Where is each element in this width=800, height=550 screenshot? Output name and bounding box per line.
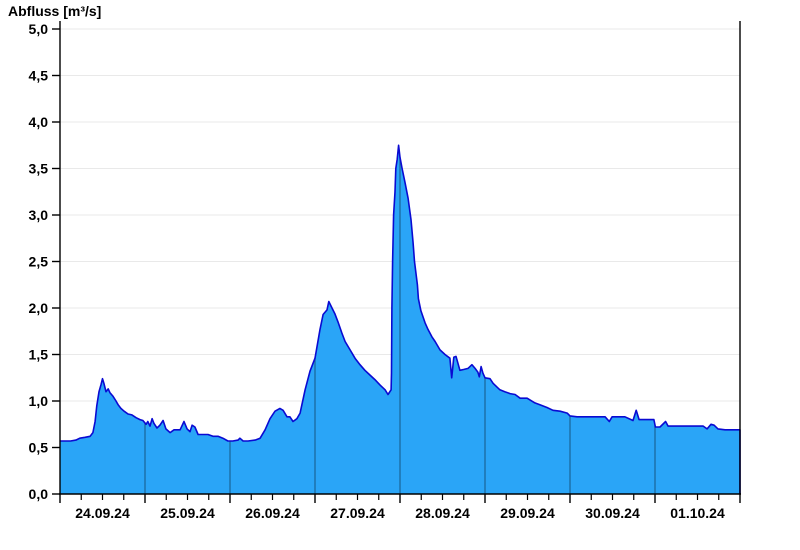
y-tick-label: 4,5 bbox=[29, 68, 49, 84]
y-tick-label: 0,0 bbox=[29, 486, 49, 502]
y-tick-label: 1,5 bbox=[29, 347, 49, 363]
x-tick-label: 01.10.24 bbox=[670, 505, 725, 521]
y-tick-label: 0,5 bbox=[29, 440, 49, 456]
y-tick-label: 3,0 bbox=[29, 207, 49, 223]
x-tick-label: 25.09.24 bbox=[160, 505, 215, 521]
x-tick-label: 26.09.24 bbox=[245, 505, 300, 521]
x-tick-label: 27.09.24 bbox=[330, 505, 385, 521]
y-tick-label: 1,0 bbox=[29, 393, 49, 409]
x-tick-label: 28.09.24 bbox=[415, 505, 470, 521]
y-tick-label: 2,5 bbox=[29, 254, 49, 270]
y-tick-label: 4,0 bbox=[29, 114, 49, 130]
x-tick-label: 24.09.24 bbox=[75, 505, 130, 521]
y-tick-label: 5,0 bbox=[29, 21, 49, 37]
chart-title: Abfluss [m³/s] bbox=[8, 3, 102, 19]
y-tick-label: 3,5 bbox=[29, 161, 49, 177]
x-tick-label: 29.09.24 bbox=[500, 505, 555, 521]
y-tick-label: 2,0 bbox=[29, 300, 49, 316]
area-outline bbox=[60, 144, 741, 494]
x-tick-label: 30.09.24 bbox=[585, 505, 640, 521]
